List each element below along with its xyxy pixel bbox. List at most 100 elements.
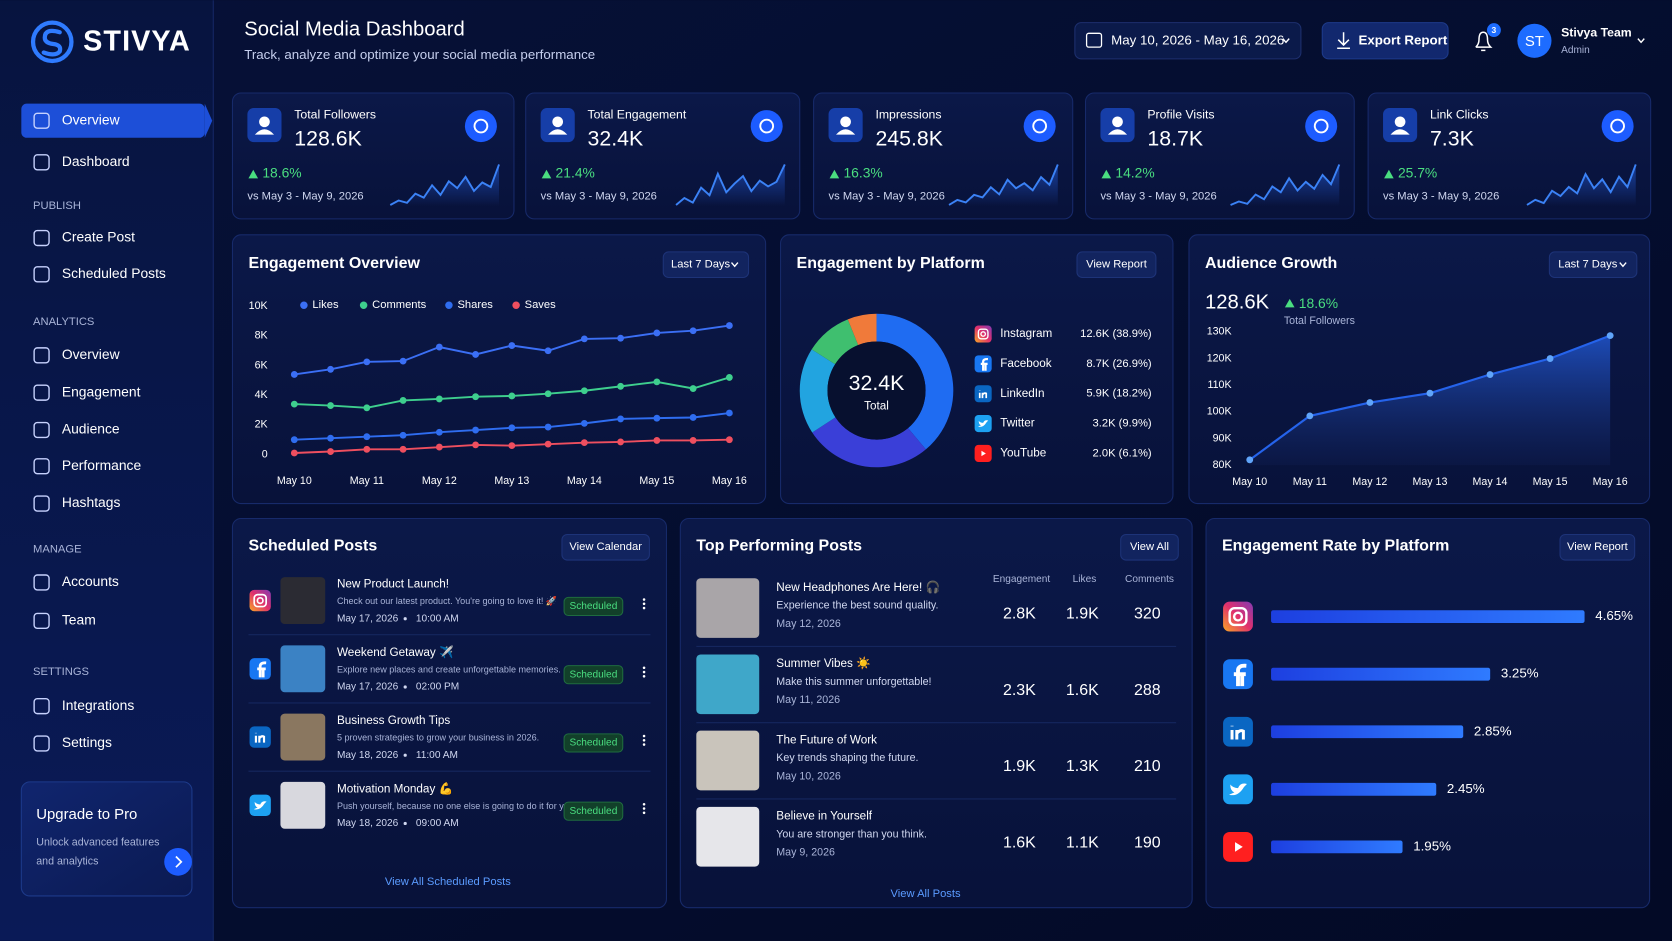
post-metric: 1.1K — [1066, 834, 1099, 851]
nav-item[interactable]: Engagement — [62, 383, 141, 399]
nav-item[interactable]: Overview — [62, 346, 121, 362]
nav-item[interactable]: Settings — [62, 734, 112, 750]
menu-dot[interactable] — [642, 670, 646, 674]
kpi-badge — [1023, 110, 1056, 143]
panel-footer-link[interactable]: View All Scheduled Posts — [385, 876, 511, 888]
post-metric: 2.8K — [1003, 606, 1036, 623]
kpi-value: 7.3K — [1430, 127, 1474, 151]
nav-item[interactable]: Overview — [62, 111, 121, 127]
button[interactable] — [1120, 533, 1179, 561]
y-tick-label: 0 — [262, 448, 268, 460]
user-role: Admin — [1561, 45, 1590, 56]
icon-glyph — [980, 331, 987, 337]
nav-item[interactable]: Performance — [62, 457, 142, 473]
kpi-compare: vs May 3 - May 9, 2026 — [1383, 190, 1499, 202]
nav-item[interactable]: Scheduled Posts — [62, 265, 166, 281]
button[interactable] — [662, 251, 750, 279]
nav-item[interactable]: Audience — [62, 421, 120, 437]
avatar[interactable] — [1517, 23, 1552, 58]
post-time: 09:00 AM — [416, 818, 459, 829]
button-label[interactable]: Last 7 Days — [1558, 259, 1617, 271]
status-label: Scheduled — [569, 806, 617, 817]
data-point — [725, 322, 733, 329]
menu-dot[interactable] — [642, 743, 646, 746]
kpi-icon-glyph — [548, 129, 568, 135]
data-point — [399, 357, 407, 365]
x-tick-label: May 10 — [277, 475, 312, 487]
panel-footer-link[interactable]: View All Posts — [891, 888, 961, 900]
panel-title: Engagement Rate by Platform — [1222, 537, 1449, 554]
kpi-change: 25.7% — [1398, 165, 1437, 181]
post-date: May 17, 2026 — [337, 613, 399, 624]
menu-dot[interactable] — [642, 675, 646, 678]
status-label: Scheduled — [569, 669, 617, 680]
nav-icon — [33, 112, 50, 129]
post-text: Experience the best sound quality. — [776, 600, 938, 612]
button[interactable] — [1076, 251, 1157, 279]
page-subtitle: Track, analyze and optimize your social … — [244, 47, 595, 62]
menu-dot[interactable] — [642, 739, 646, 742]
post-metric: 1.3K — [1066, 758, 1099, 775]
button[interactable] — [561, 533, 650, 561]
export-label[interactable]: Export Report — [1359, 32, 1448, 47]
x-tick-label: May 12 — [1352, 476, 1387, 488]
legend-label: Instagram — [1000, 327, 1052, 340]
button-label[interactable]: Last 7 Days — [671, 259, 730, 271]
bell-icon[interactable] — [1475, 31, 1493, 52]
menu-dot[interactable] — [642, 606, 646, 610]
x-tick-label: May 13 — [1412, 476, 1447, 488]
legend-label: Comments — [372, 299, 426, 311]
data-point — [327, 434, 334, 442]
icon-glyph — [254, 732, 266, 743]
upgrade-button[interactable] — [164, 847, 192, 876]
chevron — [1637, 38, 1645, 44]
kpi-icon-glyph — [1107, 129, 1128, 135]
button-label[interactable]: View Report — [1567, 541, 1629, 553]
legend-value: 3.2K (9.9%) — [1093, 418, 1152, 430]
post-title: Believe in Yourself — [776, 810, 873, 823]
legend-value: 5.9K (18.2%) — [1086, 388, 1152, 400]
menu-dot[interactable] — [642, 666, 646, 670]
platform-icon — [249, 589, 271, 612]
menu-dot[interactable] — [642, 602, 646, 606]
user-name: Stivya Team — [1561, 26, 1632, 40]
button[interactable] — [1559, 533, 1636, 561]
date-picker[interactable] — [1074, 22, 1302, 60]
sparkline — [1230, 164, 1341, 206]
bar — [1271, 667, 1491, 681]
menu-dot[interactable] — [642, 811, 646, 815]
donut-segment — [811, 319, 859, 365]
post-metric: 1.6K — [1066, 682, 1099, 699]
nav-section-title: MANAGE — [33, 543, 82, 555]
post-title: The Future of Work — [776, 733, 877, 746]
post-time: 02:00 PM — [416, 682, 459, 693]
nav-item[interactable]: Dashboard — [62, 153, 130, 169]
button-label[interactable]: View Calendar — [569, 541, 642, 553]
nav-item[interactable]: Create Post — [62, 229, 135, 245]
menu-dot[interactable] — [642, 734, 646, 738]
menu-dot[interactable] — [642, 802, 646, 806]
donut-center-label: Total — [864, 400, 889, 413]
date-range[interactable]: May 10, 2026 - May 16, 2026 — [1111, 32, 1284, 47]
nav-item[interactable]: Team — [62, 612, 96, 628]
data-point — [508, 442, 516, 450]
button-label[interactable]: View All — [1130, 541, 1169, 553]
menu-dot[interactable] — [642, 807, 646, 810]
nav-item[interactable]: Hashtags — [62, 494, 121, 510]
data-point — [725, 436, 733, 444]
nav-section-title: PUBLISH — [33, 200, 81, 212]
data-point — [1426, 389, 1434, 397]
button-label[interactable]: View Report — [1086, 259, 1148, 271]
x-tick-label: May 10 — [1232, 476, 1267, 488]
kpi-compare: vs May 3 - May 9, 2026 — [829, 190, 945, 202]
menu-dot[interactable] — [642, 598, 646, 601]
export-button[interactable] — [1321, 22, 1449, 60]
nav-item[interactable]: Accounts — [62, 573, 119, 589]
nav-item[interactable]: Integrations — [62, 697, 134, 713]
summary-label: Total Followers — [1284, 315, 1355, 327]
kpi-badge — [464, 110, 497, 143]
page-title: Social Media Dashboard — [244, 18, 465, 40]
button[interactable] — [1548, 251, 1638, 279]
panel-title: Engagement Overview — [248, 255, 420, 272]
